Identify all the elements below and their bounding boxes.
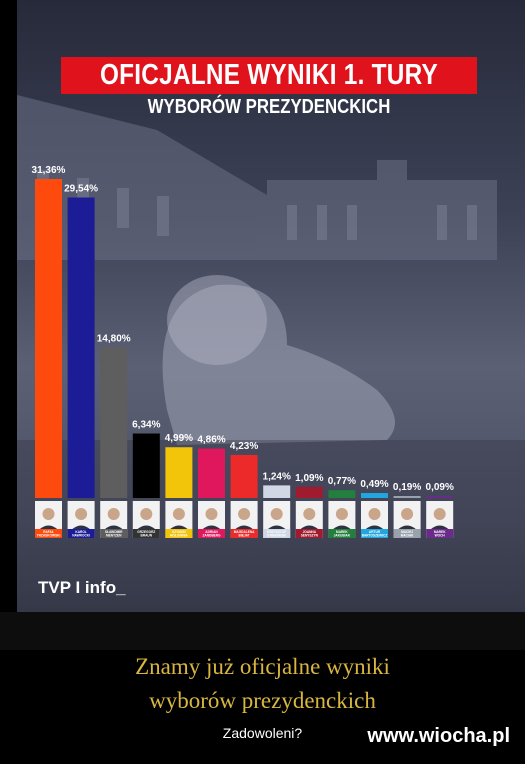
headline-line-1: Znamy już oficjalne wyniki (135, 654, 390, 679)
candidate-name: GRZEGORZ (137, 530, 155, 534)
bar (426, 496, 454, 498)
data-label: 6,34% (132, 420, 160, 431)
data-label: 4,23% (230, 441, 258, 452)
candidate-name: MACIEJ (401, 530, 413, 534)
bar (328, 490, 356, 498)
name-strip (100, 529, 128, 538)
data-label: 31,36% (32, 165, 66, 176)
candidate-name: BARTOSZEWICZ (362, 534, 388, 538)
bar (35, 179, 62, 498)
bar (361, 493, 388, 498)
candidate-face (368, 508, 381, 520)
chart-title: OFICJALNE WYNIKI 1. TURY (99, 59, 439, 91)
candidate-face (270, 508, 283, 520)
headline-line-2: wyborów prezydenckich (149, 688, 376, 713)
data-label: 1,24% (263, 471, 291, 482)
name-strip (361, 529, 388, 538)
candidate-name: KAROL (75, 530, 86, 534)
bar (198, 448, 225, 498)
tvp-info-logo: TVP I info_ (38, 578, 126, 597)
candidate-name: NAWROCKI (72, 534, 90, 538)
bar (393, 496, 421, 498)
candidate-face (335, 508, 348, 520)
name-strip (67, 529, 95, 538)
candidate-name: BIEJAT (239, 534, 250, 538)
bar (263, 485, 291, 498)
candidate-name: ZANDBERG (202, 534, 221, 538)
title-banner (61, 57, 477, 94)
candidate-name: MAREK (434, 530, 446, 534)
caption-question: Zadowoleni? (222, 725, 303, 741)
name-strip (263, 529, 291, 538)
data-label: 4,86% (197, 435, 225, 446)
data-label: 0,19% (393, 482, 421, 493)
bar (295, 486, 323, 498)
candidate-name: ARTUR (369, 530, 381, 534)
bar (100, 347, 128, 498)
data-label: 14,80% (97, 333, 131, 344)
name-strip (295, 529, 323, 538)
candidate-name: HOŁOWNIA (170, 534, 188, 538)
data-label: 1,09% (295, 473, 323, 484)
candidate-name: MACIAK (401, 534, 414, 538)
headline: Znamy już oficjalne wyniki wyborów prezy… (0, 650, 525, 718)
candidate-face (75, 508, 88, 520)
bar (230, 454, 258, 498)
candidate-face (238, 508, 251, 520)
name-strip (35, 529, 62, 538)
name-strip (426, 529, 454, 538)
candidate-face (205, 508, 218, 520)
candidate-face (107, 508, 120, 520)
data-label: 4,99% (165, 433, 193, 444)
candidate-name: JAKUBIAK (334, 534, 351, 538)
candidate-name: MENTZEN (106, 534, 122, 538)
candidate-name: MAGDALENA (234, 530, 255, 534)
name-strip (393, 529, 421, 538)
candidate-name: SENYSZYN (301, 534, 319, 538)
name-strip (328, 529, 356, 538)
candidate-name: BRAUN (141, 534, 153, 538)
candidate-name: STANOWSKI (267, 534, 286, 538)
bar (67, 197, 95, 498)
name-strip (230, 529, 258, 538)
candidate-name: RAFAŁ (43, 530, 54, 534)
candidate-face (172, 508, 185, 520)
bar (165, 447, 193, 498)
candidate-name: JOANNA (303, 530, 317, 534)
poster: OFICJALNE WYNIKI 1. TURY WYBORÓW PREZYDE… (17, 0, 525, 612)
name-strip (132, 529, 160, 538)
candidate-name: KRZYSZTOF (267, 530, 286, 534)
candidate-face (140, 508, 153, 520)
data-label: 0,77% (328, 476, 356, 487)
candidate-name: SŁAWOMIR (105, 530, 123, 534)
site-watermark[interactable]: www.wiocha.pl (367, 725, 510, 747)
candidate-name: ADRIAN (205, 530, 218, 534)
candidate-face (433, 508, 446, 520)
candidate-face (42, 508, 55, 520)
candidate-name: TRZASKOWSKI (37, 534, 61, 538)
candidate-name: MAREK (336, 530, 348, 534)
candidate-name: SZYMON (172, 530, 186, 534)
data-label: 0,49% (360, 479, 388, 490)
candidate-name: WOCH (435, 534, 446, 538)
candidate-face (303, 508, 316, 520)
bar (132, 433, 160, 498)
caption-area: Znamy już oficjalne wyniki wyborów prezy… (0, 612, 525, 764)
name-strip (165, 529, 193, 538)
caption-divider (0, 612, 525, 650)
chart-subtitle: WYBORÓW PREZYDENCKICH (147, 96, 391, 118)
data-label: 0,09% (426, 482, 454, 493)
candidate-face (401, 508, 414, 520)
data-label: 29,54% (64, 184, 98, 195)
name-strip (198, 529, 225, 538)
